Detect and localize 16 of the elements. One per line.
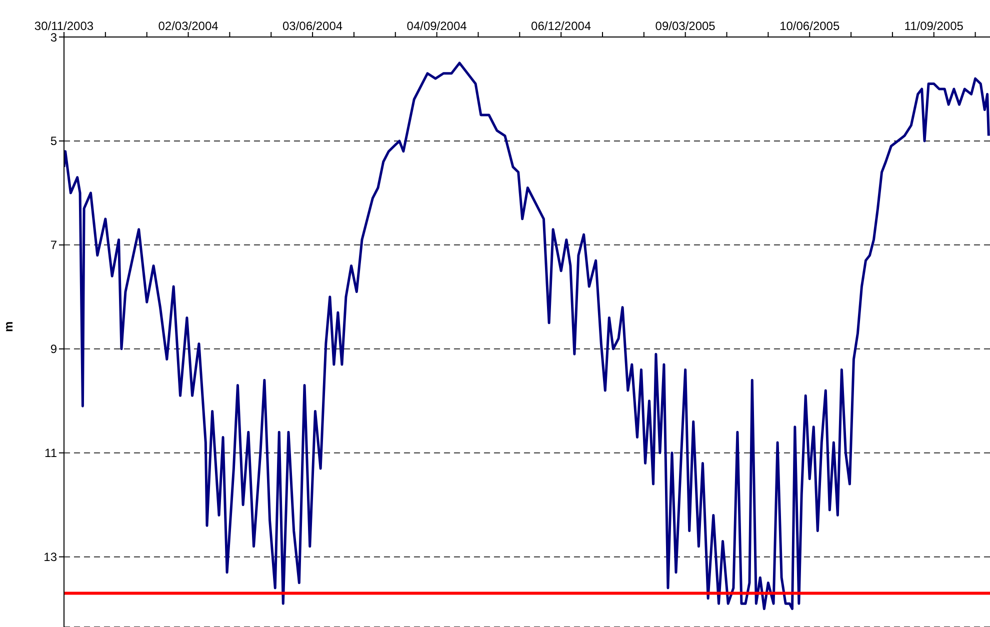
- x-tick-label: 03/06/2004: [282, 19, 343, 33]
- x-tick-label: 30/11/2003: [34, 19, 94, 33]
- y-tick-label: 9: [50, 342, 58, 356]
- x-tick-label: 09/03/2005: [655, 19, 716, 33]
- y-tick-label: 5: [50, 134, 58, 148]
- x-tick-label: 06/12/2004: [531, 19, 592, 33]
- y-tick-label: 13: [44, 550, 58, 564]
- x-tick-label: 02/03/2004: [158, 19, 219, 33]
- x-tick-label: 04/09/2004: [406, 19, 468, 33]
- y-axis-title: m: [1, 321, 16, 332]
- x-tick-label: 11/09/2005: [904, 19, 964, 33]
- y-tick-label: 3: [50, 30, 58, 44]
- line-series: [64, 62, 990, 610]
- x-tick-label: 10/06/2005: [780, 19, 840, 33]
- y-tick-label: 7: [50, 238, 58, 252]
- y-tick-label: 11: [44, 446, 58, 460]
